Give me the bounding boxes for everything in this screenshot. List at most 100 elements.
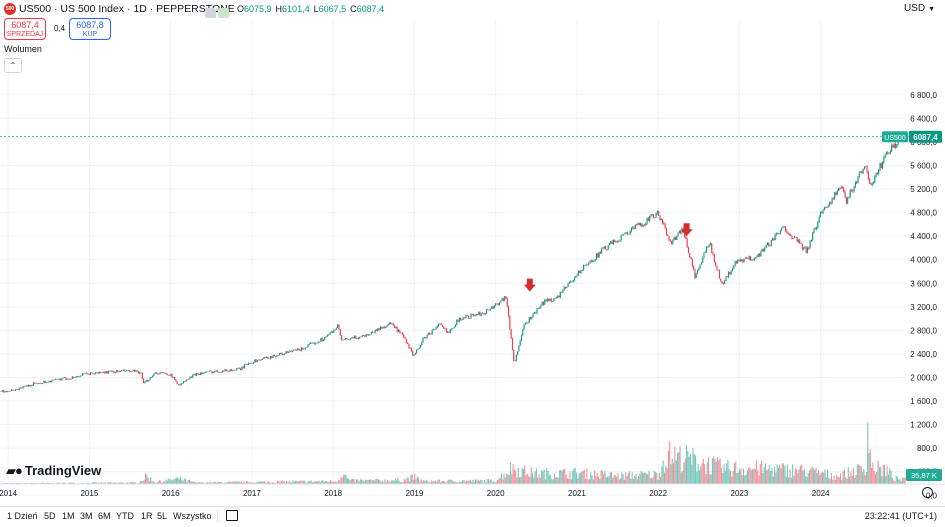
sell-button[interactable]: 6087,4 SPRZEDAJ: [4, 18, 46, 40]
settings-icon[interactable]: [922, 487, 933, 498]
currency-selector[interactable]: USD ▼: [904, 3, 935, 14]
volume-bar: [205, 482, 207, 484]
volume-bar: [471, 481, 473, 484]
timeframe-5[interactable]: YTD: [116, 511, 134, 521]
candle: [706, 247, 708, 253]
symbol-logo: 500: [4, 3, 16, 15]
candle: [500, 300, 502, 303]
candle: [347, 338, 349, 340]
tradingview-logo[interactable]: ▰● TradingView: [6, 463, 101, 479]
volume-bar: [695, 455, 697, 484]
candle: [548, 298, 550, 301]
candle: [368, 334, 370, 336]
volume-bar: [266, 481, 268, 484]
candle: [289, 350, 291, 352]
candle: [861, 171, 863, 173]
candle: [73, 376, 75, 378]
timeframe-4[interactable]: 6M: [98, 511, 111, 521]
calendar-icon[interactable]: [226, 510, 238, 521]
candle: [364, 335, 366, 337]
timeframe-8[interactable]: Wszystko: [173, 511, 212, 521]
candle: [251, 363, 253, 364]
candle: [579, 271, 581, 274]
volume-bar: [799, 465, 801, 484]
timeframe-0[interactable]: 1 Dzień: [7, 511, 38, 521]
volume-bar: [895, 475, 897, 484]
candle: [810, 239, 812, 242]
collapse-indicators-button[interactable]: ⌃: [4, 58, 22, 73]
price-tick-label: 5 200,0: [910, 185, 937, 194]
volume-bar: [248, 482, 250, 484]
volume-bar: [873, 470, 875, 484]
volume-indicator-label[interactable]: Wolumen: [4, 44, 42, 54]
volume-bar: [859, 466, 861, 484]
candle: [240, 368, 242, 371]
volume-bar: [735, 461, 737, 484]
candle: [369, 334, 371, 335]
candle: [775, 232, 778, 235]
volume-bar: [563, 469, 565, 484]
volume-bar: [504, 477, 506, 484]
timeframe-1[interactable]: 5D: [44, 511, 56, 521]
candle: [764, 247, 766, 251]
candle: [667, 234, 669, 237]
candle: [696, 269, 699, 274]
hide-icon[interactable]: [205, 7, 216, 18]
candle: [566, 286, 568, 289]
volume-bar: [724, 470, 726, 484]
candle: [571, 281, 573, 283]
volume-bar: [639, 473, 641, 484]
volume-bar: [214, 481, 216, 484]
timeframe-7[interactable]: 5L: [157, 511, 168, 521]
volume-bar: [622, 474, 624, 484]
series-visibility-icons[interactable]: [205, 4, 231, 22]
volume-bar: [732, 470, 734, 484]
candle: [735, 261, 737, 264]
candle: [774, 234, 776, 241]
candle: [141, 373, 143, 379]
volume-bar: [44, 482, 46, 484]
candle: [869, 178, 871, 184]
volume-bar: [843, 469, 845, 484]
chevron-down-icon[interactable]: ▼: [928, 6, 935, 13]
candle: [396, 327, 398, 332]
volume-bar: [596, 473, 598, 484]
candle: [315, 343, 317, 345]
candle: [199, 372, 202, 375]
candle: [194, 373, 196, 376]
volume-bar: [854, 478, 856, 484]
candle: [27, 385, 29, 387]
volume-bar: [582, 470, 584, 484]
ohlc-value-c: 6087,4: [356, 4, 385, 14]
candle: [821, 212, 823, 214]
alert-icon[interactable]: [218, 7, 229, 18]
buy-button[interactable]: 6087,8 KUP: [69, 18, 111, 40]
volume-bar: [355, 479, 358, 484]
volume-bar: [607, 476, 609, 484]
candle: [620, 235, 622, 241]
volume-bar: [484, 479, 486, 484]
price-tick-label: 2 800,0: [910, 326, 937, 335]
volume-bar: [232, 481, 235, 484]
symbol-title[interactable]: US500 · US 500 Index · 1D · PEPPERSTONE: [19, 3, 235, 15]
timeframe-2[interactable]: 1M: [62, 511, 75, 521]
candle: [106, 371, 108, 374]
ohlc-key-l: L: [313, 4, 319, 14]
volume-bar: [546, 468, 548, 484]
volume-bar: [191, 481, 193, 484]
candle: [691, 259, 693, 267]
volume-bar: [143, 479, 145, 484]
timeframe-3[interactable]: 3M: [80, 511, 93, 521]
candle: [806, 247, 809, 254]
volume-bar: [151, 481, 153, 484]
candle: [185, 379, 187, 382]
candle: [211, 371, 213, 373]
timeframe-6[interactable]: 1R: [141, 511, 153, 521]
symbol-badge: [882, 131, 908, 143]
currency-label[interactable]: USD: [903, 3, 926, 14]
clock[interactable]: 23:22:41 (UTC+1): [864, 511, 937, 521]
candle: [179, 384, 181, 386]
volume-bar: [154, 482, 156, 484]
volume-bar: [91, 482, 93, 484]
